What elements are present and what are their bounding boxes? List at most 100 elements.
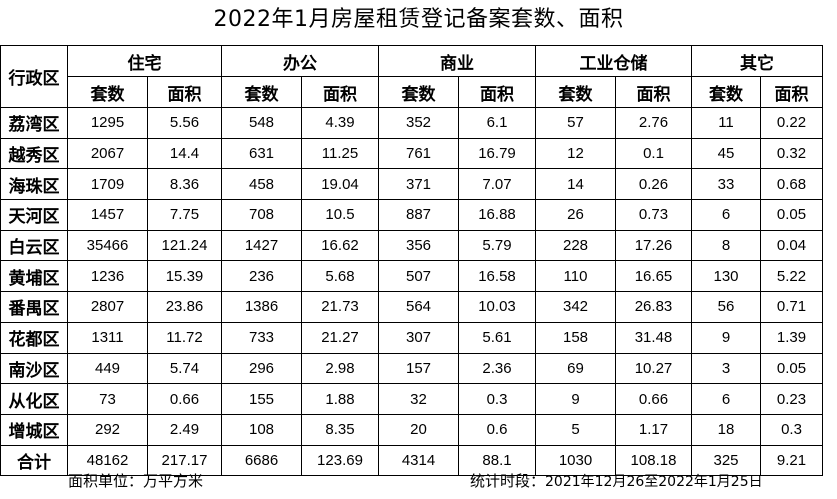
cell-commercial-count: 352 <box>378 107 459 139</box>
cell-office-count: 1427 <box>221 229 302 262</box>
cell-residential-area: 0.66 <box>147 383 222 415</box>
cell-office-area: 8.35 <box>301 413 379 446</box>
cell-residential-count: 2807 <box>67 291 148 323</box>
cell-office-area: 11.25 <box>301 137 379 170</box>
cell-other-area: 0.3 <box>760 413 823 446</box>
cell-other-count: 56 <box>691 291 761 323</box>
cell-office-area: 21.27 <box>301 321 379 354</box>
cell-commercial-count: 507 <box>378 260 459 293</box>
cell-residential-area: 5.56 <box>147 107 222 139</box>
district-name: 南沙区 <box>0 352 68 385</box>
cell-office-area: 10.5 <box>301 199 379 231</box>
cell-industrial-count: 158 <box>535 321 616 354</box>
cell-office-area: 1.88 <box>301 383 379 415</box>
cell-residential-count: 1311 <box>67 321 148 354</box>
district-name: 黄埔区 <box>0 260 68 293</box>
cell-office-count: 236 <box>221 260 302 293</box>
total-label: 合计 <box>0 444 68 476</box>
cell-residential-area: 23.86 <box>147 291 222 323</box>
cell-office-count: 155 <box>221 383 302 415</box>
cell-commercial-count: 564 <box>378 291 459 323</box>
cell-office-count: 458 <box>221 168 302 201</box>
cell-industrial-area: 2.76 <box>615 107 692 139</box>
statistics-period: 统计时段：2021年12月26至2022年1月25日 <box>470 470 763 492</box>
cell-office-area: 19.04 <box>301 168 379 201</box>
subheader-count: 套数 <box>378 76 459 108</box>
cell-residential-count: 48162 <box>67 444 148 476</box>
cell-other-area: 0.05 <box>760 199 823 231</box>
cell-office-area: 2.98 <box>301 352 379 385</box>
statistics-period-label: 统计时段： <box>470 472 546 490</box>
cell-commercial-count: 307 <box>378 321 459 354</box>
subheader-count: 套数 <box>67 76 148 108</box>
cell-other-area: 1.39 <box>760 321 823 354</box>
cell-office-count: 1386 <box>221 291 302 323</box>
cell-commercial-area: 10.03 <box>458 291 536 323</box>
cell-commercial-count: 32 <box>378 383 459 415</box>
category-header-residential: 住宅 <box>67 45 222 77</box>
cell-residential-area: 2.49 <box>147 413 222 446</box>
cell-industrial-area: 26.83 <box>615 291 692 323</box>
cell-residential-count: 1236 <box>67 260 148 293</box>
cell-other-area: 0.71 <box>760 291 823 323</box>
cell-office-count: 548 <box>221 107 302 139</box>
cell-commercial-count: 761 <box>378 137 459 170</box>
cell-residential-count: 449 <box>67 352 148 385</box>
district-name: 越秀区 <box>0 137 68 170</box>
cell-office-count: 108 <box>221 413 302 446</box>
cell-other-area: 0.05 <box>760 352 823 385</box>
cell-commercial-count: 20 <box>378 413 459 446</box>
cell-residential-count: 292 <box>67 413 148 446</box>
table-row: 从化区 73 0.66 155 1.88 32 0.3 9 0.66 6 0.23 <box>0 383 823 415</box>
district-column-header: 行政区 <box>0 45 68 108</box>
cell-industrial-area: 0.26 <box>615 168 692 201</box>
cell-industrial-area: 10.27 <box>615 352 692 385</box>
page-title: 2022年1月房屋租赁登记备案套数、面积 <box>213 7 624 32</box>
cell-other-count: 6 <box>691 383 761 415</box>
cell-industrial-area: 1.17 <box>615 413 692 446</box>
cell-office-area: 4.39 <box>301 107 379 139</box>
cell-other-count: 9 <box>691 321 761 354</box>
cell-industrial-area: 17.26 <box>615 229 692 262</box>
table-row: 越秀区 2067 14.4 631 11.25 761 16.79 12 0.1 45 0.32 <box>0 137 823 170</box>
cell-office-count: 296 <box>221 352 302 385</box>
cell-commercial-count: 157 <box>378 352 459 385</box>
cell-residential-area: 121.24 <box>147 229 222 262</box>
table-row: 荔湾区 1295 5.56 548 4.39 352 6.1 57 2.76 11 0.22 <box>0 107 823 139</box>
cell-residential-count: 1709 <box>67 168 148 201</box>
cell-commercial-area: 16.88 <box>458 199 536 231</box>
cell-industrial-area: 16.65 <box>615 260 692 293</box>
cell-other-area: 0.04 <box>760 229 823 262</box>
cell-other-count: 45 <box>691 137 761 170</box>
total-row: 合计 48162 217.17 6686 123.69 4314 88.1 1030 108.1… <box>0 444 823 476</box>
table-row: 白云区 35466 121.24 1427 16.62 356 5.79 228 17.26 8 0… <box>0 229 823 262</box>
cell-office-count: 733 <box>221 321 302 354</box>
cell-commercial-area: 5.61 <box>458 321 536 354</box>
category-header-other: 其它 <box>691 45 823 77</box>
cell-other-area: 0.32 <box>760 137 823 170</box>
cell-commercial-count: 4314 <box>378 444 459 476</box>
cell-industrial-count: 342 <box>535 291 616 323</box>
cell-residential-area: 11.72 <box>147 321 222 354</box>
table-row: 天河区 1457 7.75 708 10.5 887 16.88 26 0.73 6 0.05 <box>0 199 823 231</box>
cell-other-area: 0.22 <box>760 107 823 139</box>
cell-commercial-count: 371 <box>378 168 459 201</box>
cell-industrial-count: 9 <box>535 383 616 415</box>
subheader-area: 面积 <box>147 76 222 108</box>
cell-commercial-area: 0.3 <box>458 383 536 415</box>
subheader-row: 套数 面积 套数 面积 套数 面积 套数 面积 套数 面积 <box>1 76 823 108</box>
table-body: 荔湾区 1295 5.56 548 4.39 352 6.1 57 2.76 11 0.22 越秀区 2… <box>0 107 823 476</box>
cell-commercial-count: 887 <box>378 199 459 231</box>
cell-other-count: 18 <box>691 413 761 446</box>
cell-commercial-area: 5.79 <box>458 229 536 262</box>
cell-commercial-area: 88.1 <box>458 444 536 476</box>
subheader-count: 套数 <box>691 76 761 108</box>
cell-commercial-area: 7.07 <box>458 168 536 201</box>
cell-industrial-area: 31.48 <box>615 321 692 354</box>
rental-registration-table: 行政区 住宅 办公 商业 工业仓储 其它 套数 面积 套数 面积 套数 面积 套… <box>0 45 823 476</box>
category-header-row: 行政区 住宅 办公 商业 工业仓储 其它 <box>0 45 823 108</box>
table-row: 番禺区 2807 23.86 1386 21.73 564 10.03 342 26.83 56 0… <box>0 291 823 323</box>
cell-industrial-area: 0.73 <box>615 199 692 231</box>
cell-other-area: 0.68 <box>760 168 823 201</box>
cell-industrial-count: 1030 <box>535 444 616 476</box>
